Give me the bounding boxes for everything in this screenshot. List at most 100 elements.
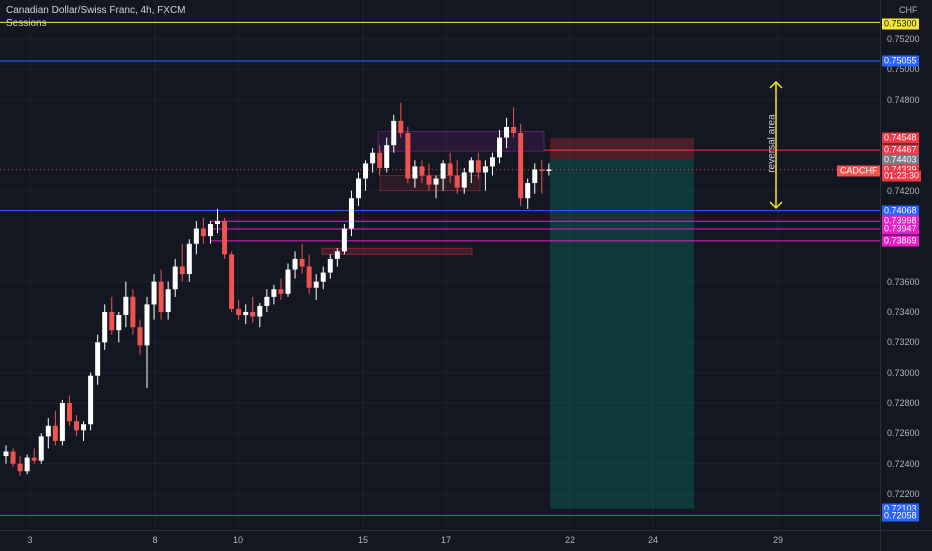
candle-body bbox=[539, 169, 545, 171]
price-tick-label: 0.73200 bbox=[887, 337, 920, 348]
time-tick-label: 17 bbox=[440, 535, 452, 545]
price-tick-label: 0.73600 bbox=[887, 276, 920, 287]
candle-body bbox=[95, 342, 101, 376]
candle-body bbox=[518, 133, 524, 199]
candle-body bbox=[186, 243, 192, 275]
candle-body bbox=[3, 451, 9, 457]
alert-price-tag[interactable]: 0.75300 bbox=[882, 18, 919, 30]
time-tick-label: 3 bbox=[27, 535, 33, 545]
reversal-area-annotation[interactable]: reversal area bbox=[766, 114, 778, 173]
price-tick-label: 0.72600 bbox=[887, 428, 920, 439]
price-tick-label: 0.74200 bbox=[887, 185, 920, 196]
candle-body bbox=[236, 308, 242, 316]
price-tag: 0.74467 bbox=[882, 144, 919, 156]
time-tick-label: 29 bbox=[772, 535, 784, 545]
price-tick-label: 0.72400 bbox=[887, 458, 920, 469]
candle-body bbox=[229, 254, 235, 309]
supply-box bbox=[377, 131, 545, 152]
stop-loss-zone bbox=[550, 137, 694, 160]
price-tick-label: 0.73400 bbox=[887, 307, 920, 317]
candle-body bbox=[489, 157, 495, 167]
candle-body bbox=[341, 228, 347, 252]
price-tag: 0.74403 bbox=[882, 154, 919, 166]
candle-body bbox=[363, 163, 369, 179]
price-tag: 01:23:30 bbox=[882, 170, 922, 181]
candle-body bbox=[172, 266, 178, 290]
candle-body bbox=[207, 224, 213, 237]
candle-body bbox=[299, 258, 305, 267]
candle-body bbox=[370, 152, 376, 164]
reversal-arrow-head-up bbox=[769, 80, 783, 89]
candle-body bbox=[482, 166, 488, 173]
candle-body bbox=[426, 175, 432, 185]
candle-body bbox=[45, 425, 51, 437]
chart-pane[interactable]: Canadian Dollar/Swiss Franc, 4h, FXCM Se… bbox=[0, 0, 880, 530]
price-scale[interactable]: 0.75200 0.75000 0.74800 0.74200 0.73600 0.734… bbox=[880, 0, 932, 530]
time-tick-label: 24 bbox=[647, 535, 659, 545]
price-tag: 0.75055 bbox=[882, 55, 919, 67]
price-tick-label: 0.75200 bbox=[887, 34, 920, 44]
candle-body bbox=[334, 251, 340, 259]
candle-body bbox=[320, 272, 326, 282]
price-tag: 0.74548 bbox=[882, 132, 919, 144]
scale-corner bbox=[880, 530, 932, 551]
chart-canvas[interactable] bbox=[0, 0, 880, 530]
price-tick-label: 0.72800 bbox=[887, 398, 920, 408]
candle-body bbox=[384, 145, 390, 168]
price-tag: 0.73869 bbox=[882, 235, 919, 247]
chart-legend: Canadian Dollar/Swiss Franc, 4h, FXCM Se… bbox=[6, 4, 186, 30]
indicator-sessions[interactable]: Sessions bbox=[6, 18, 47, 29]
reversal-arrow-head-down bbox=[769, 201, 783, 210]
candle-body bbox=[405, 133, 411, 179]
candle-body bbox=[193, 228, 199, 244]
candle-body bbox=[31, 457, 37, 461]
candle-body bbox=[440, 163, 446, 179]
candle-body bbox=[511, 126, 517, 134]
candle-body bbox=[222, 221, 228, 255]
candle-body bbox=[419, 166, 425, 176]
candle-body bbox=[278, 289, 284, 294]
candle-body bbox=[59, 403, 65, 441]
candle-body bbox=[81, 424, 87, 431]
demand-box bbox=[321, 247, 473, 255]
candle-body bbox=[179, 266, 185, 275]
candle-body bbox=[398, 120, 404, 134]
candle-body bbox=[123, 296, 129, 316]
price-tag: 0.74068 bbox=[882, 205, 919, 217]
price-tag: 0.72103 bbox=[882, 503, 919, 515]
candle-body bbox=[52, 425, 58, 441]
candle-body bbox=[200, 228, 206, 237]
candle-body bbox=[306, 266, 312, 288]
time-scale[interactable]: 3 8 10 15 17 22 24 29 bbox=[0, 530, 880, 551]
candle-body bbox=[10, 451, 16, 464]
price-tag: 0.74339 bbox=[882, 164, 919, 176]
candle-body bbox=[313, 281, 319, 288]
candle-body bbox=[74, 421, 79, 431]
symbol-label-tag: CADCHF bbox=[837, 165, 880, 177]
candle-body bbox=[433, 178, 439, 185]
candle-body bbox=[257, 305, 263, 317]
candle-body bbox=[292, 258, 298, 270]
candle-body bbox=[66, 403, 72, 422]
price-tick-label: 0.73000 bbox=[887, 367, 920, 378]
currency-label[interactable]: CHF bbox=[899, 5, 918, 15]
candle-body bbox=[38, 436, 44, 461]
symbol-title[interactable]: Canadian Dollar/Swiss Franc, 4h, FXCM bbox=[6, 5, 186, 16]
time-tick-label: 22 bbox=[564, 535, 576, 545]
candle-body bbox=[461, 172, 467, 188]
candle-body bbox=[250, 312, 256, 317]
candle-body bbox=[468, 160, 474, 173]
price-tick-label: 0.75000 bbox=[887, 64, 920, 75]
candle-body bbox=[497, 137, 502, 158]
candle-body bbox=[88, 375, 94, 425]
price-tick-label: 0.74800 bbox=[887, 94, 920, 105]
candle-body bbox=[24, 457, 30, 472]
candle-body bbox=[391, 120, 397, 146]
candle-body bbox=[327, 258, 333, 273]
candle-body bbox=[504, 126, 510, 138]
candle-body bbox=[109, 312, 115, 331]
candle-body bbox=[151, 281, 157, 305]
candle-body bbox=[17, 463, 23, 472]
candle-body bbox=[412, 166, 418, 179]
price-tag: 0.73998 bbox=[882, 215, 919, 227]
